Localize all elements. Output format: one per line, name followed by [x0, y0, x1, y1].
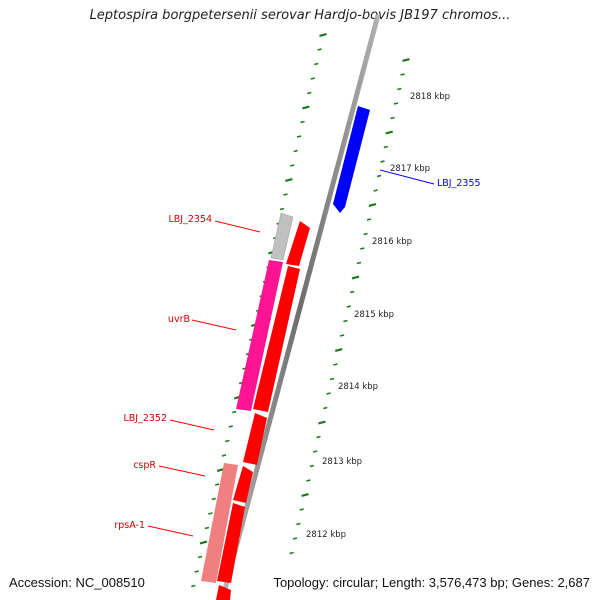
- inner-tick: [334, 348, 343, 352]
- genome-summary-text: Topology: circular; Length: 3,576,473 bp…: [273, 575, 590, 590]
- inner-tick: [309, 464, 314, 468]
- gene-label-lbj2354: LBJ_2354: [168, 214, 212, 225]
- outer-tick: [296, 135, 302, 138]
- inner-tick: [385, 130, 393, 135]
- inner-tick-ring: [289, 58, 410, 555]
- outer-tick: [290, 164, 295, 167]
- inner-tick: [360, 247, 365, 250]
- inner-tick: [326, 392, 331, 395]
- inner-tick: [306, 479, 311, 482]
- outer-tick: [319, 33, 327, 37]
- backbone-track: [219, 14, 381, 600]
- outer-tick: [307, 91, 312, 95]
- inner-tick: [351, 275, 360, 280]
- inner-tick: [343, 319, 348, 323]
- gene-label-cspr: cspR: [133, 460, 156, 471]
- inner-tick: [313, 450, 318, 453]
- accession-text: Accession: NC_008510: [9, 575, 145, 590]
- outer-tick: [310, 77, 315, 80]
- inner-tick: [402, 58, 410, 62]
- gene-label-lbj2352: LBJ_2352: [123, 413, 167, 424]
- inner-tick: [329, 377, 335, 381]
- leader-lbj2355: [379, 169, 435, 185]
- outer-tick: [221, 454, 227, 457]
- inner-tick: [400, 73, 405, 76]
- gene-label-uvrb: uvrB: [168, 314, 190, 325]
- gene-arrow-next: [216, 585, 231, 600]
- outer-tick: [211, 497, 216, 501]
- kbp-label-2815: 2815 kbp: [354, 310, 394, 320]
- inner-tick: [299, 508, 304, 511]
- kbp-label-2814: 2814 kbp: [338, 382, 378, 392]
- inner-tick: [380, 160, 385, 163]
- inner-tick: [289, 551, 294, 555]
- inner-tick: [346, 305, 351, 308]
- outer-tick: [285, 178, 293, 182]
- inner-tick: [333, 363, 338, 366]
- outer-tick: [228, 425, 233, 428]
- outer-tick: [191, 584, 196, 588]
- outer-tick: [225, 439, 230, 443]
- inner-tick: [376, 174, 382, 178]
- leader-lbj2354: [214, 220, 261, 233]
- inner-tick: [390, 116, 395, 120]
- inner-tick: [318, 420, 326, 425]
- inner-tick: [301, 493, 309, 497]
- kbp-label-2816: 2816 kbp: [372, 237, 412, 247]
- outer-tick: [215, 483, 220, 486]
- kbp-label-2817: 2817 kbp: [390, 164, 430, 174]
- leader-uvrb: [191, 319, 237, 331]
- outer-tick: [300, 120, 305, 124]
- gene-arrow-lbj2352: [243, 413, 267, 465]
- gene-arrow-rpsa1: [217, 503, 245, 583]
- outer-tick: [314, 62, 319, 66]
- inner-tick: [393, 102, 399, 105]
- gene-arrow-lbj2354: [286, 221, 310, 266]
- inner-tick: [356, 261, 362, 265]
- leader-rpsa1: [147, 525, 194, 537]
- outer-tick: [199, 540, 208, 545]
- kbp-label-2812: 2812 kbp: [306, 530, 346, 540]
- gene-label-lbj2355: LBJ_2355: [437, 178, 481, 189]
- outer-tick: [302, 105, 310, 110]
- gene-arrow-uvrb: [253, 266, 300, 412]
- outer-tick: [204, 526, 210, 530]
- feature-uvrb-category: [236, 260, 283, 411]
- inner-tick: [363, 232, 368, 236]
- inner-tick: [323, 406, 328, 410]
- inner-tick: [397, 87, 402, 91]
- leader-cspr: [158, 465, 206, 477]
- kbp-label-2818: 2818 kbp: [410, 92, 450, 102]
- inner-tick: [373, 189, 378, 192]
- map-title: Leptospira borgpetersenii serovar Hardjo…: [89, 8, 511, 23]
- inner-tick: [383, 145, 388, 149]
- outer-tick: [317, 48, 322, 51]
- inner-tick: [368, 203, 377, 207]
- inner-tick: [292, 537, 298, 540]
- outer-tick: [283, 193, 288, 196]
- outer-tick: [293, 149, 298, 153]
- gene-arrow-cspr: [233, 466, 253, 503]
- outer-tick: [208, 512, 213, 515]
- outer-tick: [232, 410, 237, 414]
- outer-tick: [279, 207, 285, 211]
- inner-tick: [316, 435, 321, 439]
- inner-tick: [296, 522, 301, 526]
- gene-arrow-lbj2355: [333, 106, 370, 213]
- inner-tick: [339, 334, 345, 337]
- leader-lbj2352: [169, 419, 215, 431]
- inner-tick: [350, 290, 355, 294]
- feature-rpsa1-category: [201, 463, 238, 583]
- gene-label-rpsa1: rpsA-1: [114, 520, 145, 531]
- outer-tick: [194, 570, 199, 573]
- inner-tick: [366, 218, 372, 221]
- outer-tick: [197, 555, 203, 559]
- feature-lbj2354-category: [270, 212, 294, 261]
- kbp-label-2813: 2813 kbp: [322, 457, 362, 467]
